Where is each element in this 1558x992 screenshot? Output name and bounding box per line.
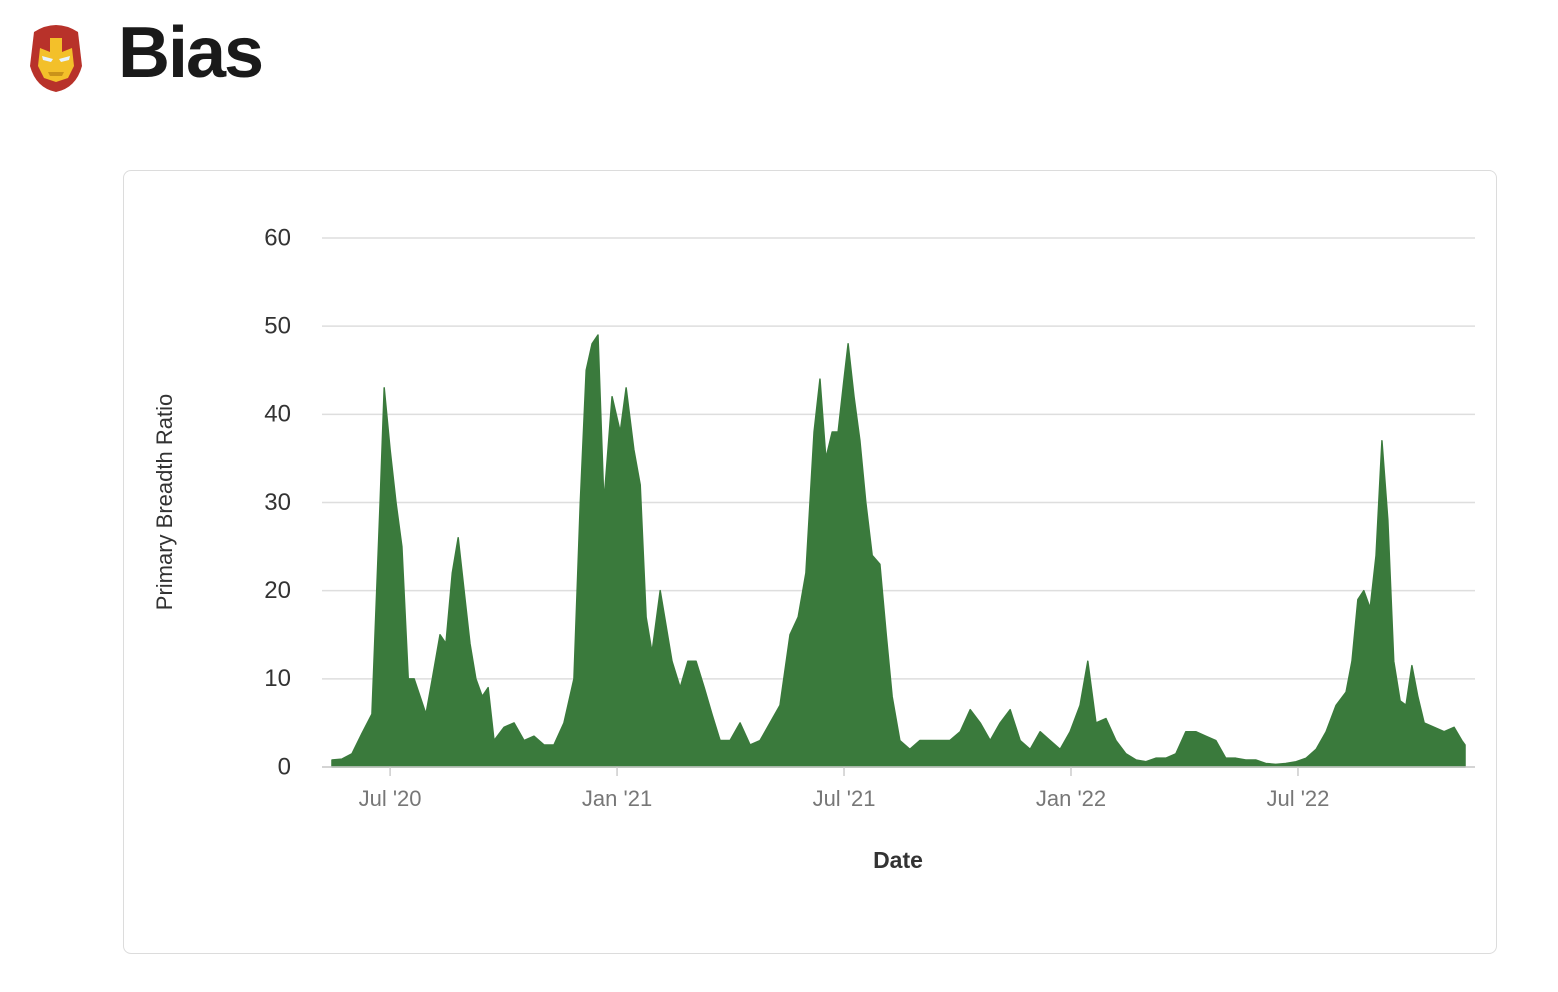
y-tick-label: 20: [264, 577, 291, 604]
area: [331, 334, 1466, 768]
y-tick-label: 30: [264, 489, 291, 516]
y-axis-label: Primary Breadth Ratio: [152, 394, 177, 610]
x-tick-label: Jul '20: [359, 786, 422, 811]
x-tick-label: Jan '22: [1036, 786, 1106, 811]
y-tick-label: 40: [264, 401, 291, 428]
y-tick-label: 10: [264, 665, 291, 692]
x-tick-label: Jan '21: [582, 786, 652, 811]
y-tick-label: 50: [264, 313, 291, 340]
x-axis-label: Date: [873, 847, 923, 873]
x-tick-label: Jul '22: [1267, 786, 1330, 811]
iron-man-icon: [30, 25, 82, 92]
page-title: Bias: [118, 13, 264, 93]
y-tick-label: 60: [264, 224, 291, 251]
x-tick-label: Jul '21: [813, 786, 876, 811]
y-tick-label: 0: [278, 753, 291, 780]
chart-card: [123, 170, 1497, 954]
